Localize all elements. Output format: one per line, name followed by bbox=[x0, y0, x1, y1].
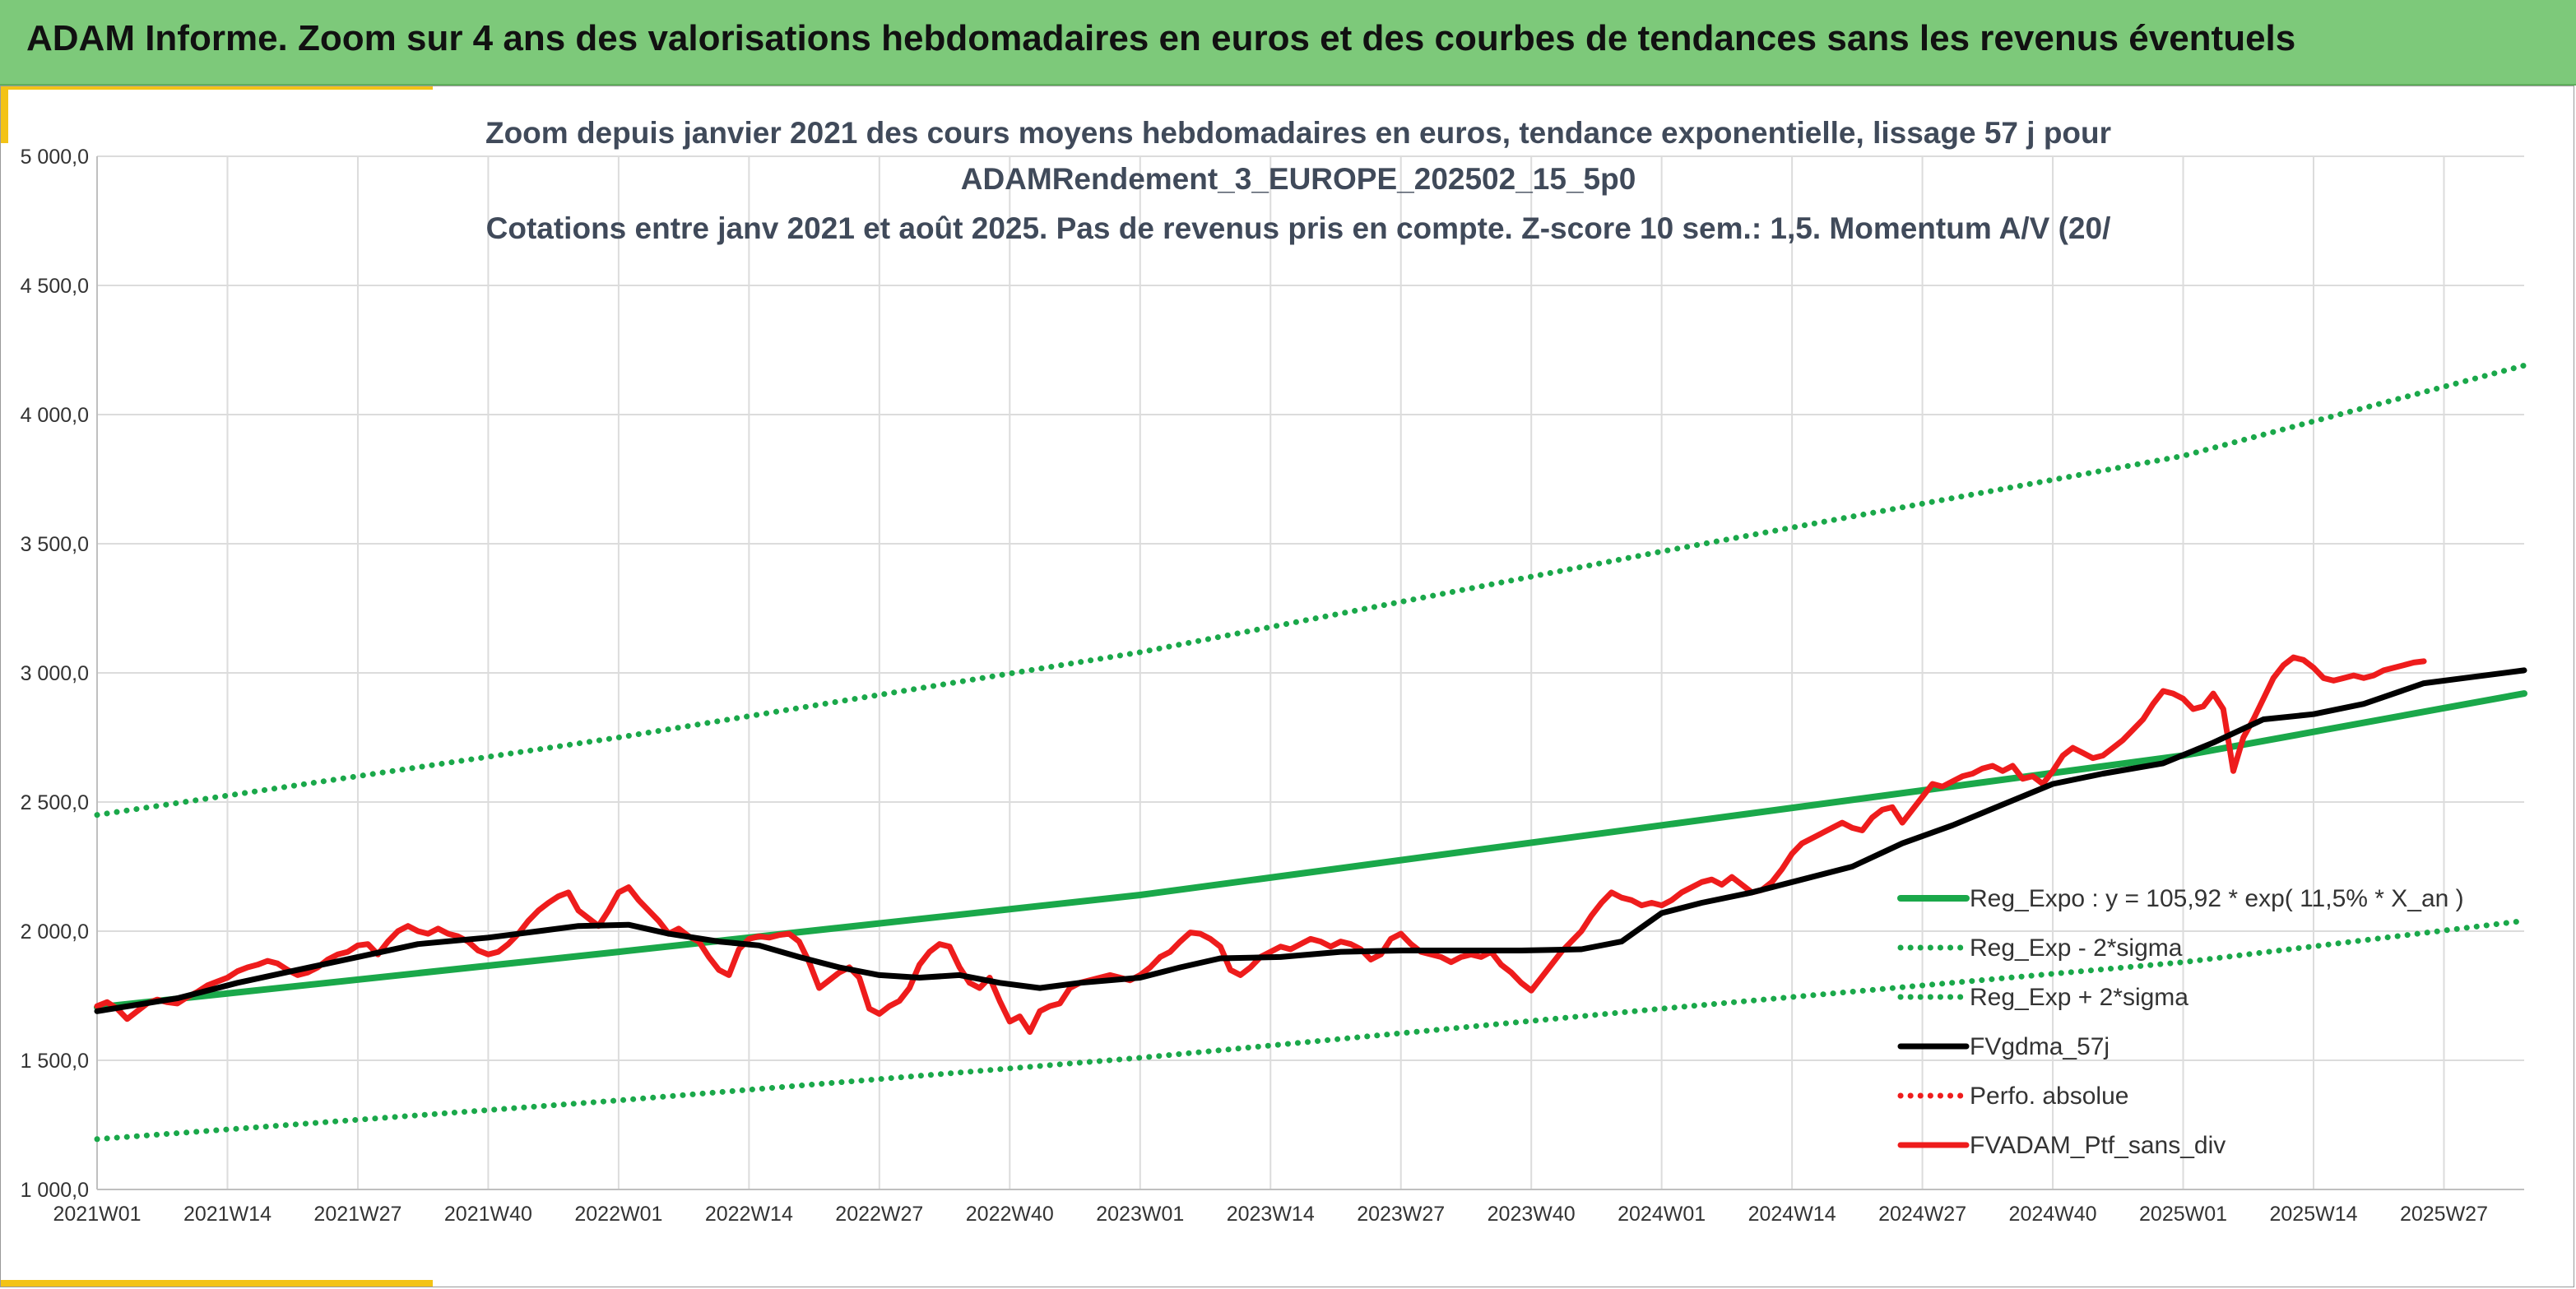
x-tick-label: 2023W27 bbox=[1357, 1203, 1445, 1226]
page-title: ADAM Informe. Zoom sur 4 ans des valoris… bbox=[26, 18, 2296, 58]
x-tick-label: 2024W27 bbox=[1878, 1203, 1966, 1226]
x-tick-label: 2021W01 bbox=[53, 1203, 141, 1226]
x-tick-label: 2025W14 bbox=[2269, 1203, 2357, 1226]
y-tick-label: 1 000,0 bbox=[21, 1179, 89, 1202]
series-line-3 bbox=[94, 667, 2527, 1014]
x-tick-label: 2023W01 bbox=[1096, 1203, 1184, 1226]
legend-label: FVADAM_Ptf_sans_div bbox=[1970, 1132, 2226, 1159]
chart-title-line-3: Cotations entre janv 2021 et août 2025. … bbox=[486, 211, 2111, 245]
x-tick-label: 2024W01 bbox=[1618, 1203, 1706, 1226]
legend: Reg_Expo : y = 105,92 * exp( 11,5% * X_a… bbox=[1897, 885, 2464, 1159]
y-tick-label: 3 500,0 bbox=[21, 533, 89, 556]
legend-label: FVgdma_57j bbox=[1970, 1033, 2110, 1060]
series-line-1 bbox=[94, 917, 2527, 1143]
y-axis-ticks: 1 000,0 1 500,0 2 000,0 2 500,0 3 000,0 3 500… bbox=[21, 146, 89, 1202]
x-tick-label: 2022W27 bbox=[835, 1203, 923, 1226]
y-tick-label: 1 500,0 bbox=[21, 1050, 89, 1073]
series-layer bbox=[94, 362, 2527, 1143]
x-tick-label: 2023W40 bbox=[1488, 1203, 1576, 1226]
x-tick-label: 2021W27 bbox=[313, 1203, 401, 1226]
y-tick-label: 2 000,0 bbox=[21, 920, 89, 944]
y-tick-label: 4 500,0 bbox=[21, 275, 89, 298]
x-tick-label: 2023W14 bbox=[1227, 1203, 1315, 1226]
y-tick-label: 3 000,0 bbox=[21, 662, 89, 685]
x-tick-label: 2025W27 bbox=[2400, 1203, 2488, 1226]
series-line-2 bbox=[94, 362, 2527, 818]
chart-title-line-1: Zoom depuis janvier 2021 des cours moyen… bbox=[485, 116, 2111, 150]
x-axis-ticks: 2021W01 2021W14 2021W27 2021W40 2022W01 2022W… bbox=[53, 1203, 2488, 1226]
accent-bar-top bbox=[0, 86, 433, 90]
series-line-5 bbox=[94, 654, 2427, 1035]
legend-label: Reg_Exp + 2*sigma bbox=[1970, 984, 2188, 1011]
chart-title: Zoom depuis janvier 2021 des cours moyen… bbox=[485, 116, 2111, 245]
header-bar: ADAM Informe. Zoom sur 4 ans des valoris… bbox=[0, 0, 2576, 86]
accent-bar-bottom bbox=[0, 1280, 433, 1287]
x-tick-label: 2025W01 bbox=[2139, 1203, 2227, 1226]
x-tick-label: 2022W14 bbox=[705, 1203, 793, 1226]
y-tick-label: 5 000,0 bbox=[21, 146, 89, 169]
legend-label: Reg_Expo : y = 105,92 * exp( 11,5% * X_a… bbox=[1970, 885, 2464, 912]
x-tick-label: 2024W14 bbox=[1748, 1203, 1836, 1226]
x-tick-label: 2022W40 bbox=[966, 1203, 1054, 1226]
x-tick-label: 2022W01 bbox=[574, 1203, 662, 1226]
gridlines bbox=[96, 155, 2524, 1190]
chart-frame bbox=[0, 86, 2574, 1287]
x-tick-label: 2021W14 bbox=[183, 1203, 272, 1226]
legend-label: Perfo. absolue bbox=[1970, 1083, 2128, 1110]
y-tick-label: 2 500,0 bbox=[21, 791, 89, 814]
accent-bar-left bbox=[0, 86, 8, 143]
y-tick-label: 4 000,0 bbox=[21, 404, 89, 427]
chart-title-line-2: ADAMRendement_3_EUROPE_202502_15_5p0 bbox=[961, 162, 1636, 196]
x-tick-label: 2021W40 bbox=[444, 1203, 532, 1226]
x-tick-label: 2024W40 bbox=[2009, 1203, 2097, 1226]
legend-label: Reg_Exp - 2*sigma bbox=[1970, 934, 2183, 962]
